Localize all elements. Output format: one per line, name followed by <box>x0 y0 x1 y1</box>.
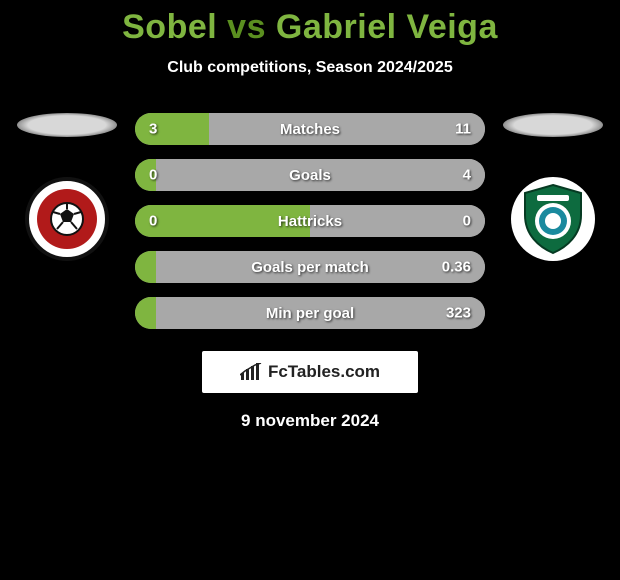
page-title: Sobel vs Gabriel Veiga <box>0 0 620 47</box>
title-player1: Sobel <box>122 8 217 46</box>
stat-value-right: 0 <box>463 213 471 230</box>
stat-bar: 3 Matches 11 <box>135 113 485 145</box>
stat-value-left: 0 <box>149 213 157 230</box>
stat-bar: Min per goal 323 <box>135 297 485 329</box>
brand-text: FcTables.com <box>268 362 380 382</box>
subtitle: Club competitions, Season 2024/2025 <box>0 59 620 77</box>
stat-fill-left <box>135 113 209 145</box>
stat-bar: 0 Goals 4 <box>135 159 485 191</box>
stat-value-right: 323 <box>446 305 471 322</box>
stat-label: Goals per match <box>251 259 369 276</box>
player1-club-crest <box>25 177 109 261</box>
title-player2: Gabriel Veiga <box>276 8 498 46</box>
player1-shadow <box>17 113 117 137</box>
left-side <box>17 113 117 261</box>
stat-value-left: 3 <box>149 121 157 138</box>
title-vs: vs <box>227 8 276 46</box>
stat-label: Goals <box>289 167 331 184</box>
stat-value-left: 0 <box>149 167 157 184</box>
stat-bar: Goals per match 0.36 <box>135 251 485 283</box>
stat-fill-right <box>209 113 486 145</box>
player2-club-crest <box>511 177 595 261</box>
stat-fill-left <box>135 251 156 283</box>
stat-bar: 0 Hattricks 0 <box>135 205 485 237</box>
brand-badge: FcTables.com <box>202 351 418 393</box>
alraed-crest-inner <box>37 189 97 249</box>
comparison-row: 3 Matches 11 0 Goals 4 0 Hattricks 0 Goals per ma… <box>0 113 620 329</box>
bar-chart-icon <box>240 363 262 381</box>
soccer-ball-icon <box>49 201 85 237</box>
footer-date: 9 november 2024 <box>0 411 620 431</box>
stat-fill-left <box>135 297 156 329</box>
right-side <box>503 113 603 261</box>
stat-value-right: 4 <box>463 167 471 184</box>
player2-shadow <box>503 113 603 137</box>
alahli-shield-icon <box>515 181 591 257</box>
stat-value-right: 11 <box>455 121 471 138</box>
stat-label: Hattricks <box>278 213 342 230</box>
stat-value-right: 0.36 <box>442 259 471 276</box>
stat-label: Matches <box>280 121 340 138</box>
stats-column: 3 Matches 11 0 Goals 4 0 Hattricks 0 Goals per ma… <box>135 113 485 329</box>
stat-label: Min per goal <box>266 305 354 322</box>
